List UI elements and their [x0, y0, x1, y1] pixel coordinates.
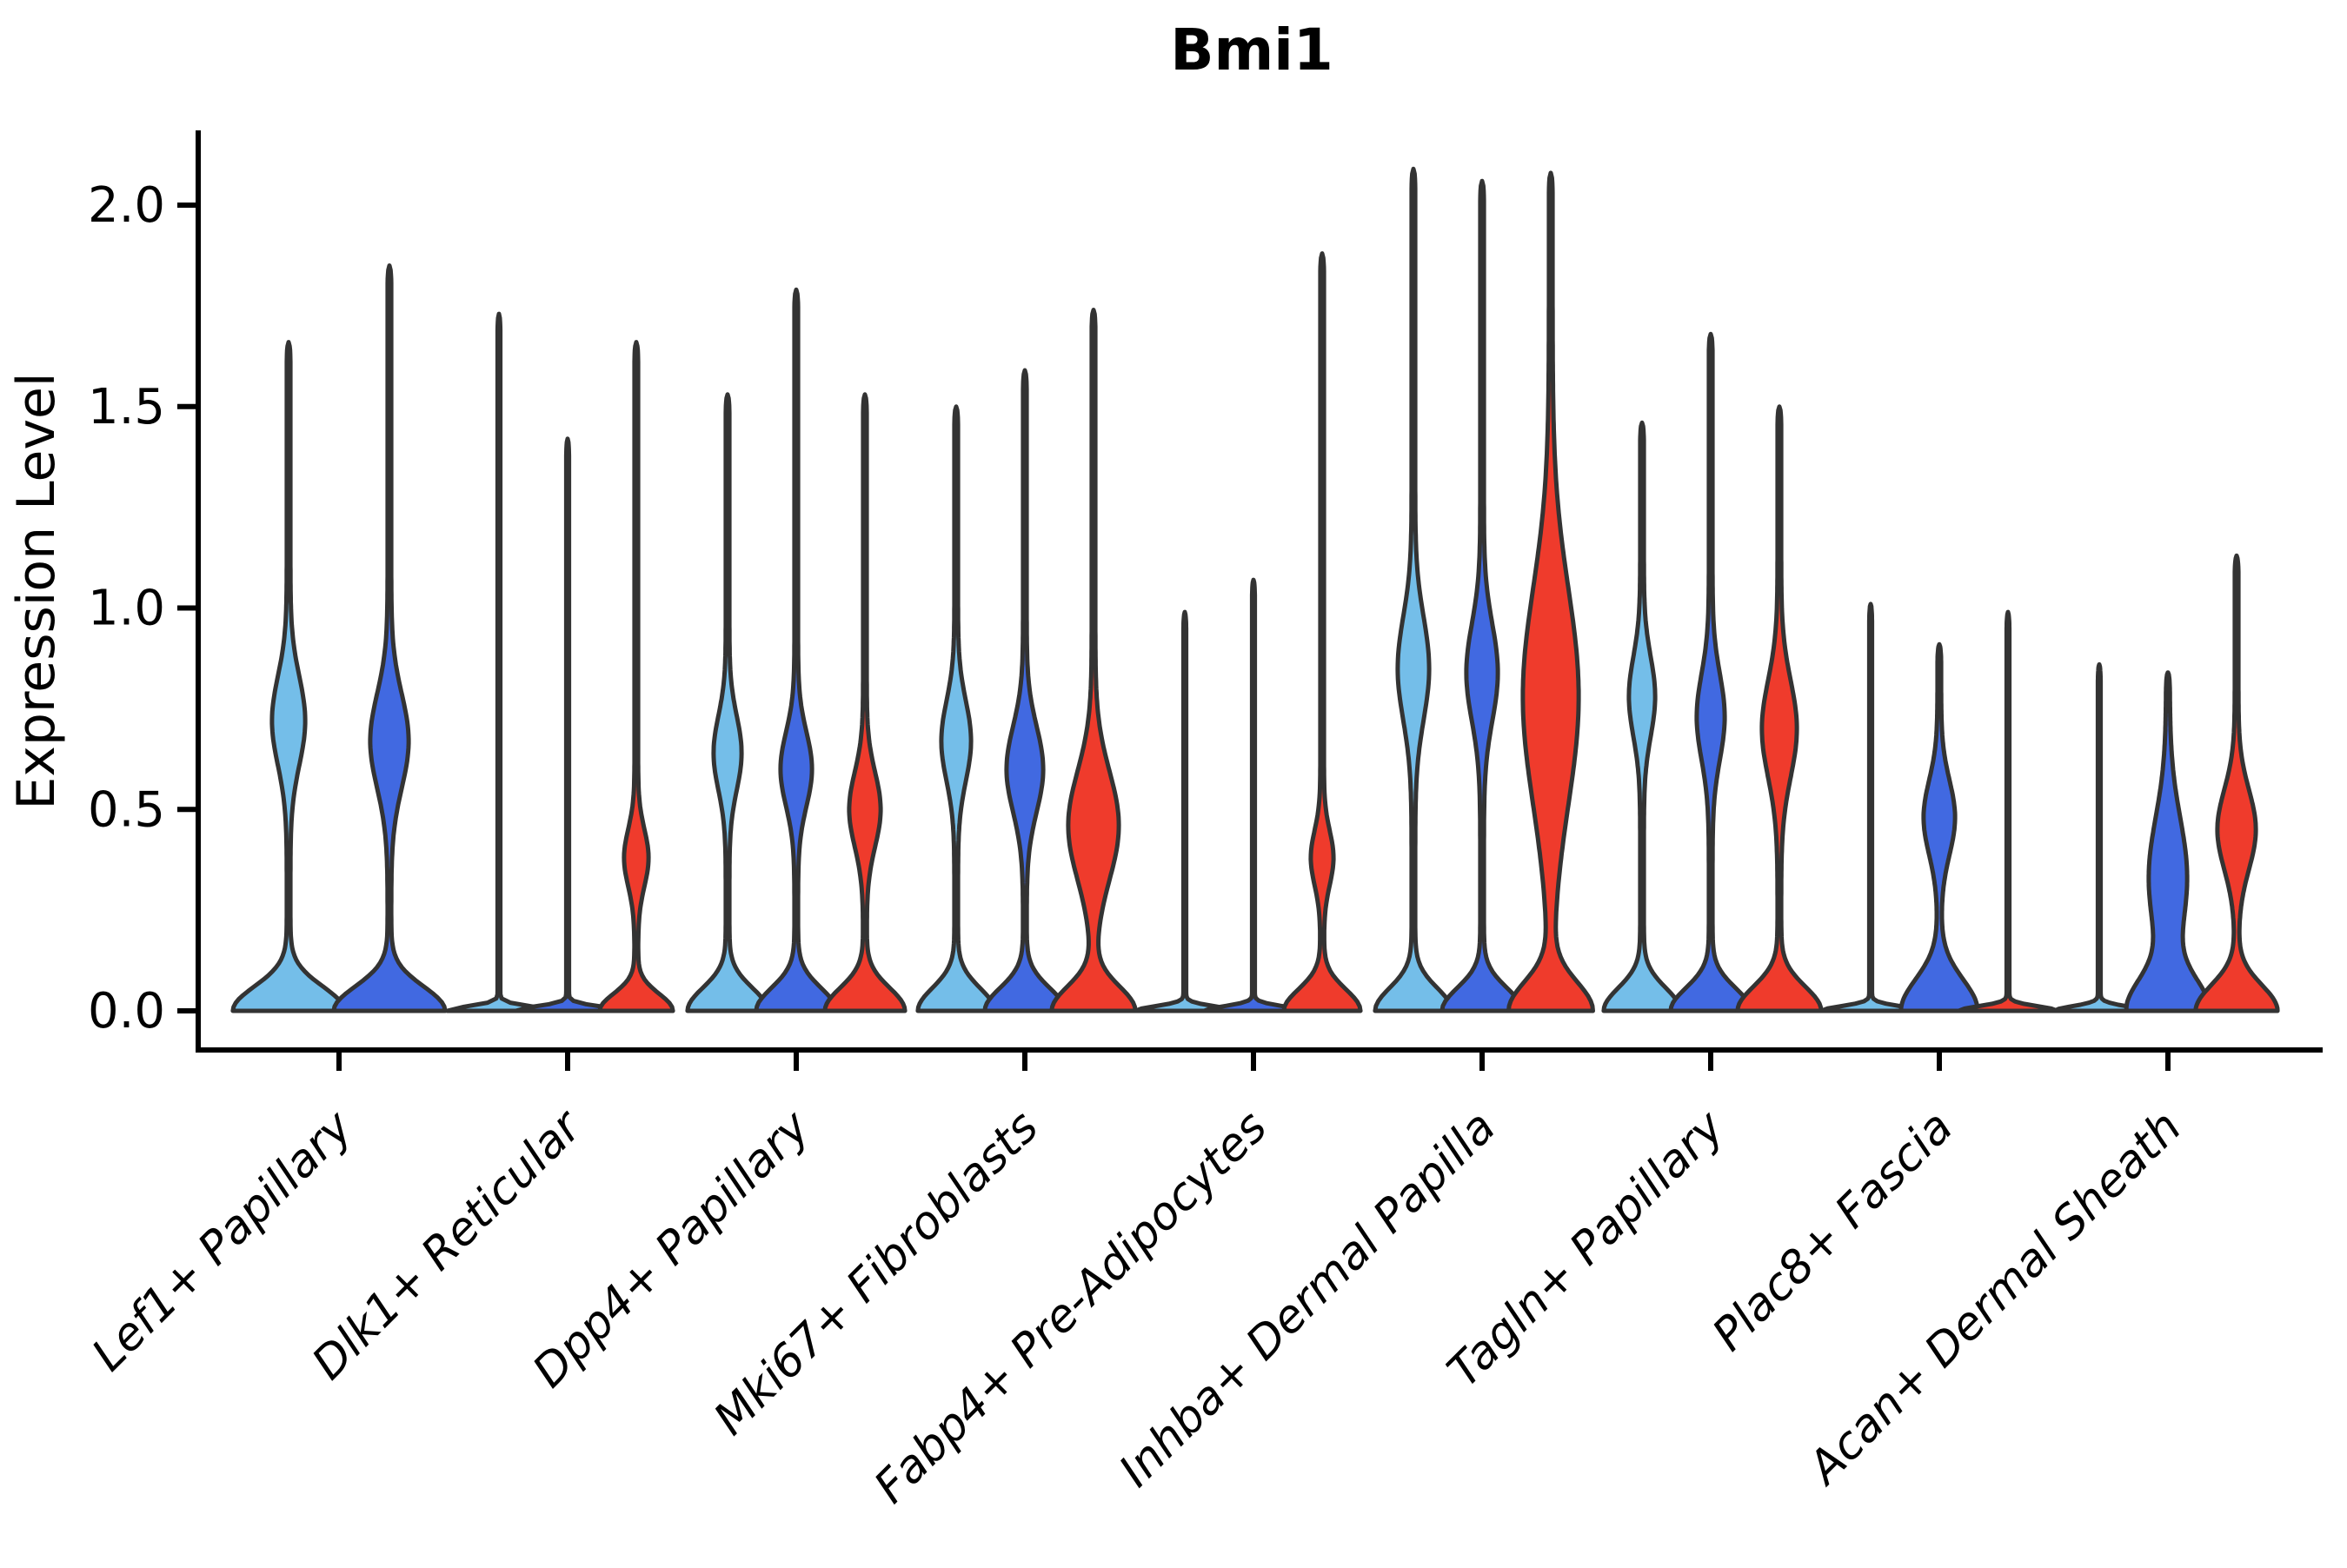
- violin-8-royal_blue: [1898, 641, 1980, 1013]
- violin-9-red: [2193, 553, 2280, 1013]
- violin-4-royal_blue: [982, 368, 1067, 1013]
- violin-2-light_blue: [444, 311, 554, 1013]
- violin-7-royal_blue: [1668, 331, 1753, 1013]
- y-axis-label: Expression Level: [6, 372, 67, 809]
- violin-3-light_blue: [685, 392, 770, 1013]
- violins-layer: [230, 166, 2280, 1013]
- violin-6-light_blue: [1373, 166, 1454, 1013]
- y-tick-label: 2.0: [88, 177, 165, 234]
- violin-5-royal_blue: [1201, 577, 1306, 1013]
- violin-3-red: [822, 392, 908, 1013]
- violin-3-royal_blue: [754, 287, 839, 1013]
- chart-title: Bmi1: [1170, 17, 1333, 83]
- y-tick-label: 0.0: [88, 983, 165, 1040]
- violin-1-light_blue: [230, 340, 347, 1013]
- x-tick-label-9: Acan+ Dermal Sheath: [1797, 1101, 2191, 1496]
- violin-5-light_blue: [1133, 609, 1237, 1013]
- violin-6-royal_blue: [1439, 178, 1525, 1013]
- x-tick-label-6: Inhba+ Dermal Papilla: [1109, 1101, 1506, 1498]
- violin-8-light_blue: [1818, 601, 1923, 1013]
- violin-4-red: [1049, 308, 1138, 1013]
- violin-5-red: [1281, 251, 1363, 1013]
- y-tick-label: 0.5: [88, 781, 165, 838]
- violin-7-red: [1735, 404, 1824, 1013]
- violin-4-light_blue: [915, 404, 997, 1013]
- violin-1-royal_blue: [331, 263, 448, 1013]
- violin-6-red: [1506, 170, 1595, 1013]
- violin-2-royal_blue: [513, 436, 622, 1013]
- y-tick-label: 1.5: [88, 379, 165, 435]
- y-ticks-layer: 0.0 0.5 1.0 1.5 2.0: [88, 177, 198, 1040]
- violin-7-light_blue: [1601, 420, 1683, 1013]
- x-tick-label-8: Plac8+ Fascia: [1703, 1101, 1963, 1361]
- violin-8-red: [1956, 609, 2060, 1013]
- violin-9-light_blue: [2051, 661, 2147, 1013]
- violin-2-red: [597, 340, 675, 1013]
- violin-9-royal_blue: [2124, 670, 2212, 1013]
- x-tick-label-5: Fabp4+ Pre-Adipocytes: [865, 1101, 1278, 1514]
- y-tick-label: 1.0: [88, 581, 165, 637]
